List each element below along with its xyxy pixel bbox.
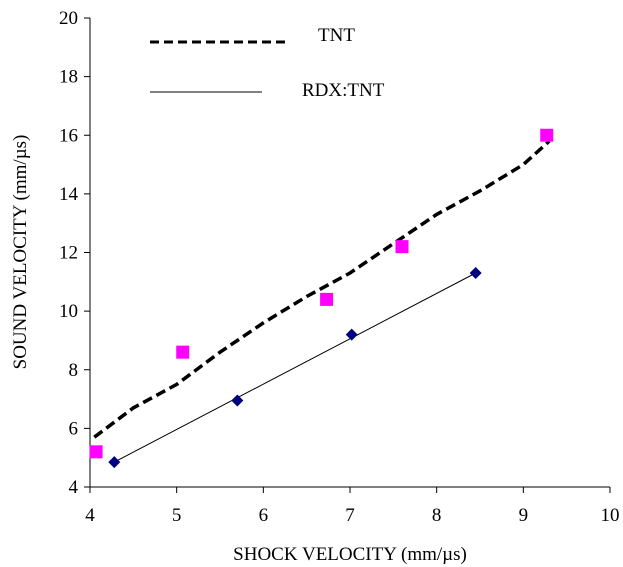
data-point-square — [320, 292, 334, 306]
x-tick-label: 9 — [519, 505, 529, 526]
x-tick-label: 10 — [601, 505, 620, 526]
x-tick-label: 5 — [172, 505, 182, 526]
y-axis-title: SOUND VELOCITY (mm/µs) — [10, 135, 31, 370]
x-tick-label: 4 — [85, 505, 95, 526]
y-tick-label: 14 — [59, 184, 79, 205]
y-tick-label: 10 — [59, 301, 78, 322]
legend-label-rdx-tnt: RDX:TNT — [302, 80, 385, 101]
y-tick-label: 20 — [59, 8, 78, 29]
x-axis-ticks: 4 5 6 7 8 9 10 — [85, 487, 620, 526]
y-tick-label: 16 — [59, 125, 78, 146]
y-tick-label: 8 — [69, 360, 79, 381]
data-point-square — [89, 445, 103, 459]
data-point-diamond — [108, 456, 121, 469]
series-line-rdx-tnt — [114, 272, 476, 463]
legend: TNT RDX:TNT — [150, 25, 385, 101]
data-point-square — [540, 128, 554, 142]
marker-layer — [89, 128, 554, 469]
x-tick-label: 7 — [345, 505, 355, 526]
data-point-square — [395, 240, 409, 254]
series-line-tnt — [93, 139, 551, 439]
y-tick-label: 6 — [69, 418, 79, 439]
series-layer — [93, 139, 551, 463]
data-point-diamond — [345, 328, 358, 341]
y-axis-ticks: 4 6 8 10 12 14 16 18 20 — [59, 8, 90, 498]
data-point-diamond — [231, 394, 244, 407]
legend-label-tnt: TNT — [318, 25, 355, 46]
data-point-diamond — [469, 267, 482, 280]
y-tick-label: 4 — [69, 477, 79, 498]
y-tick-label: 12 — [59, 243, 78, 264]
x-axis-title: SHOCK VELOCITY (mm/µs) — [233, 544, 467, 565]
x-tick-label: 8 — [432, 505, 442, 526]
y-tick-label: 18 — [59, 67, 78, 88]
data-point-square — [176, 345, 190, 359]
x-tick-label: 6 — [259, 505, 269, 526]
